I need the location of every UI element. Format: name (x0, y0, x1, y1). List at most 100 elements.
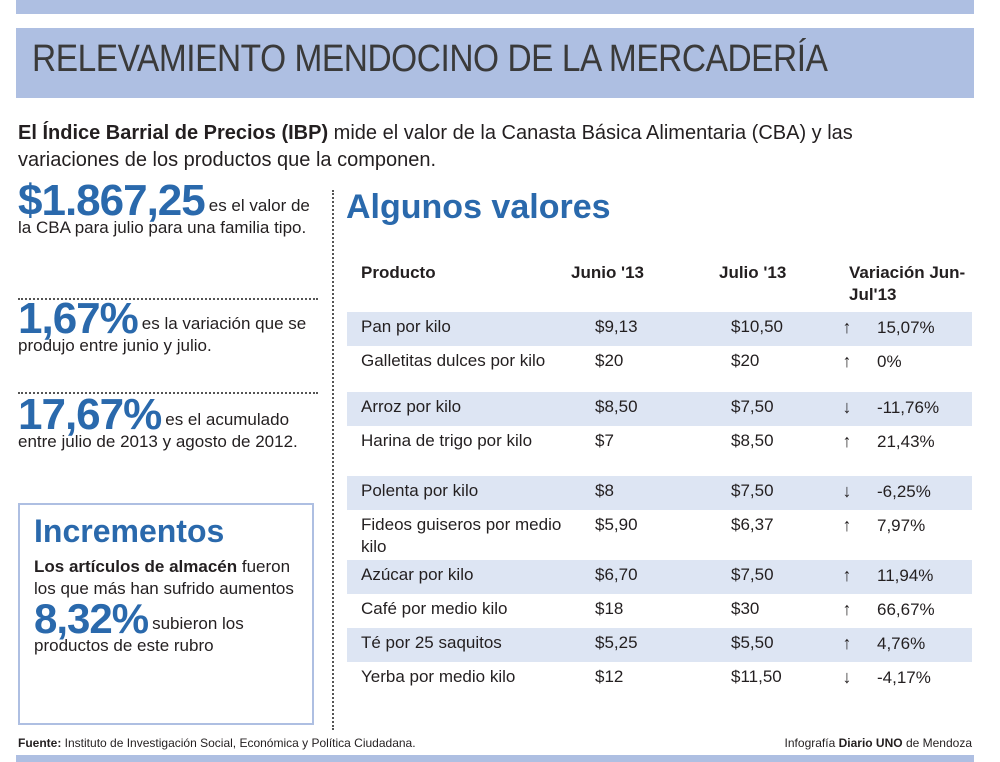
cell-julio: $10,50 (719, 312, 841, 346)
cell-julio: $7,50 (719, 476, 841, 510)
stat-cba-value: $1.867,25 es el valor de la CBA para juli… (18, 179, 318, 239)
source-label: Fuente: (18, 736, 62, 750)
cell-producto: Harina de trigo por kilo (361, 431, 533, 450)
stat-description: es el valor de la CBA para julio para un… (18, 196, 310, 237)
cell-producto: Azúcar por kilo (347, 560, 571, 594)
variation-value: 11,94% (877, 566, 934, 585)
table-row: Yerba por medio kilo $12 $11,50 ↓ -4,17% (347, 662, 972, 696)
cell-junio: $5,25 (571, 628, 719, 662)
page-title: RELEVAMIENTO MENDOCINO DE LA MERCADERÍA (32, 38, 828, 80)
cell-variacion: ↑ 11,94% (841, 560, 972, 594)
cell-variacion: ↓ -4,17% (841, 662, 972, 696)
cell-julio: $5,50 (719, 628, 841, 662)
cell-producto: Arroz por kilo (347, 392, 571, 426)
cell-junio: $9,13 (571, 312, 719, 346)
variation-value: -6,25% (877, 482, 931, 501)
arrow-down-icon: ↓ (842, 397, 852, 417)
cell-variacion: ↑ 21,43% (841, 426, 972, 476)
cell-variacion: ↓ -6,25% (841, 476, 972, 510)
arrow-down-icon: ↓ (842, 667, 852, 687)
cell-julio: $6,37 (731, 515, 774, 534)
variation-value: 15,07% (877, 318, 935, 337)
table-header-row: Producto Junio '13 Julio '13 Variación J… (347, 262, 972, 312)
cell-julio: $7,50 (719, 392, 841, 426)
header-producto: Producto (361, 263, 436, 282)
incrementos-title: Incrementos (34, 513, 225, 549)
credit-note: Infografía Diario UNO de Mendoza (785, 736, 972, 750)
variation-value: -11,76% (877, 398, 940, 417)
cell-variacion: ↑ 4,76% (841, 628, 972, 662)
divider (18, 392, 318, 394)
stat-big-number: $1.867,25 (18, 176, 206, 225)
cell-julio: $7,50 (719, 560, 841, 594)
cell-junio: $6,70 (571, 560, 719, 594)
credit-post: de Mendoza (902, 736, 972, 750)
bottom-strip (16, 755, 974, 762)
cell-producto: Polenta por kilo (347, 476, 571, 510)
cell-junio: $8 (571, 476, 719, 510)
variation-value: 0% (877, 352, 902, 371)
divider (18, 298, 318, 300)
incrementos-body: fueron los que más han sufrido aumentos (34, 557, 294, 598)
vertical-divider (332, 190, 334, 730)
title-band: RELEVAMIENTO MENDOCINO DE LA MERCADERÍA (16, 28, 974, 98)
incrementos-bold: Los artículos de almacén (34, 557, 238, 576)
arrow-up-icon: ↑ (842, 317, 852, 337)
intro-body: mide el valor de la Canasta Básica Alime… (18, 122, 853, 171)
cell-junio: $8,50 (571, 392, 719, 426)
incrementos-text: Los artículos de almacén fueron los que … (34, 556, 298, 600)
credit-brand: Diario UNO (838, 736, 903, 750)
cell-producto: Yerba por medio kilo (361, 667, 516, 686)
cell-variacion: ↑ 66,67% (841, 594, 972, 628)
cell-julio: $11,50 (731, 667, 782, 686)
cell-variacion: ↑ 0% (841, 346, 972, 392)
incrementos-box: Incrementos Los artículos de almacén fue… (18, 503, 314, 725)
cell-producto: Galletitas dulces por kilo (361, 351, 546, 370)
cell-variacion: ↓ -11,76% (841, 392, 972, 426)
header-julio: Julio '13 (719, 263, 787, 282)
cell-producto: Fideos guiseros por medio kilo (361, 515, 562, 556)
stat-big-number: 1,67% (18, 294, 139, 343)
cell-junio: $20 (595, 351, 624, 370)
cell-junio: $18 (595, 599, 624, 618)
variation-value: 66,67% (877, 600, 935, 619)
cell-junio: $12 (595, 667, 624, 686)
cell-junio: $7 (595, 431, 614, 450)
cell-producto: Café por medio kilo (361, 599, 508, 618)
incrementos-stat-text: subieron los productos de este rubro (34, 614, 244, 655)
table-row: Polenta por kilo $8 $7,50 ↓ -6,25% (347, 476, 972, 510)
cell-junio: $5,90 (595, 515, 638, 534)
table-row: Café por medio kilo $18 $30 ↑ 66,67% (347, 594, 972, 628)
variation-value: 7,97% (877, 516, 926, 535)
table-row: Harina de trigo por kilo $7 $8,50 ↑ 21,43% (347, 426, 972, 476)
cell-julio: $20 (731, 351, 760, 370)
incrementos-stat: 8,32% subieron los productos de este rubr… (34, 598, 298, 657)
table-row: Fideos guiseros por medio kilo $5,90 $6,37… (347, 510, 972, 560)
cell-julio: $8,50 (731, 431, 774, 450)
header-junio: Junio '13 (571, 263, 645, 282)
arrow-up-icon: ↑ (842, 599, 852, 619)
stat-description: es la variación que se produjo entre jun… (18, 314, 307, 355)
arrow-up-icon: ↑ (842, 515, 852, 535)
table-row: Galletitas dulces por kilo $20 $20 ↑ 0% (347, 346, 972, 392)
intro-text: El Índice Barrial de Precios (IBP) mide … (18, 120, 958, 174)
incrementos-big-number: 8,32% (34, 595, 149, 642)
table-row: Arroz por kilo $8,50 $7,50 ↓ -11,76% (347, 392, 972, 426)
source-text: Instituto de Investigación Social, Econó… (61, 736, 416, 750)
intro-bold: El Índice Barrial de Precios (IBP) (18, 122, 329, 144)
cell-producto: Pan por kilo (347, 312, 571, 346)
stat-accumulated: 17,67% es el acumulado entre julio de 201… (18, 393, 318, 453)
top-strip (16, 0, 974, 14)
header-variacion: Variación Jun-Jul'13 (849, 263, 966, 304)
variation-value: -4,17% (877, 668, 931, 687)
table-row: Azúcar por kilo $6,70 $7,50 ↑ 11,94% (347, 560, 972, 594)
variation-value: 4,76% (877, 634, 926, 653)
cell-variacion: ↑ 7,97% (841, 510, 972, 560)
arrow-up-icon: ↑ (842, 351, 852, 371)
arrow-down-icon: ↓ (842, 481, 852, 501)
arrow-up-icon: ↑ (842, 565, 852, 585)
variation-value: 21,43% (877, 432, 935, 451)
credit-pre: Infografía (784, 736, 839, 750)
prices-table: Producto Junio '13 Julio '13 Variación J… (347, 262, 972, 696)
source-note: Fuente: Instituto de Investigación Socia… (18, 736, 416, 750)
